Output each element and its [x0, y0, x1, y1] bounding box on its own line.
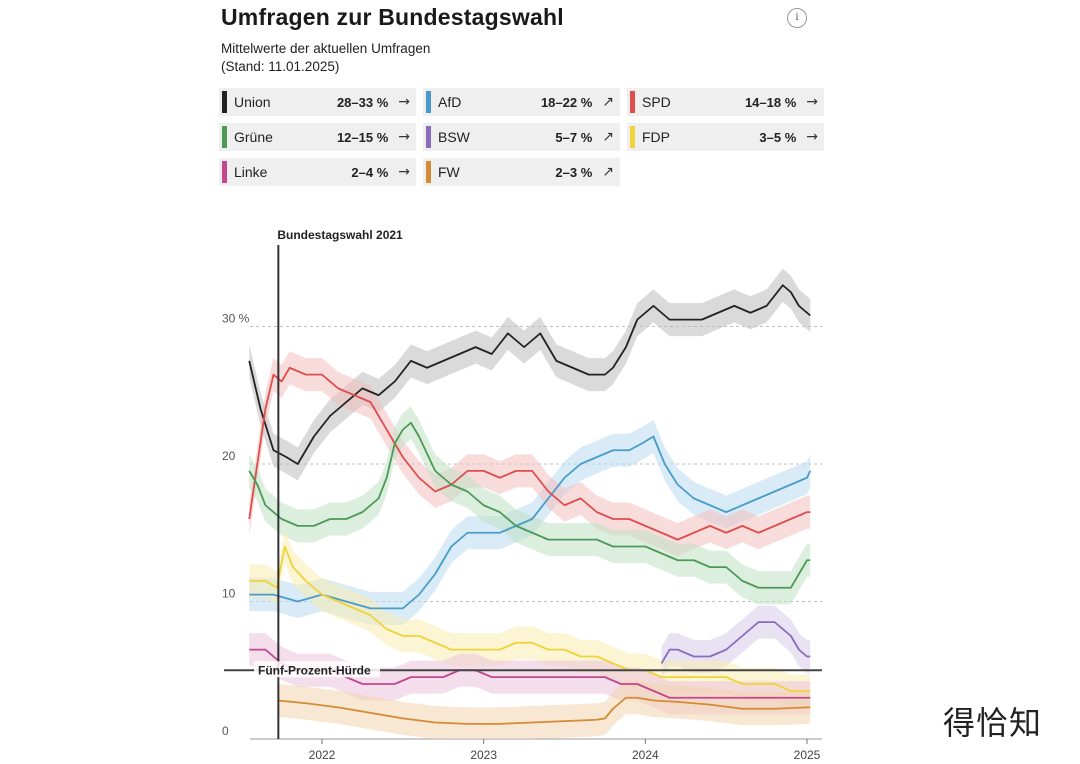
trend-arrow-icon: →: [398, 129, 410, 145]
legend-name: BSW: [438, 129, 470, 145]
chart-title: Umfragen zur Bundestagswahl: [221, 4, 564, 30]
legend-item-spd: SPD 14–18 % →: [627, 88, 824, 116]
legend-item-fdp: FDP 3–5 % →: [627, 123, 824, 151]
subtitle-line-2: (Stand: 11.01.2025): [221, 59, 340, 74]
threshold-label: Fünf-Prozent-Hürde: [258, 663, 371, 677]
legend-swatch-bsw: [426, 126, 431, 148]
x-tick-label: 2022: [309, 748, 336, 762]
legend-name: FW: [438, 164, 460, 180]
legend-name: AfD: [438, 94, 462, 110]
legend-range: 5–7 %: [555, 129, 593, 145]
y-tick-label: 30 %: [222, 312, 250, 326]
chart-subtitle: Mittelwerte der aktuellen Umfragen (Stan…: [221, 40, 430, 76]
legend-swatch-fw: [426, 161, 431, 183]
legend-swatch-union: [222, 91, 227, 113]
legend-range: 2–3 %: [555, 164, 593, 180]
legend-swatch-fdp: [630, 126, 635, 148]
legend-range: 12–15 %: [336, 129, 389, 145]
legend-name: Grüne: [234, 129, 273, 145]
legend-name: SPD: [642, 94, 671, 110]
series-line-grüne: [248, 421, 811, 589]
y-tick-label: 20: [222, 449, 236, 463]
series-line-bsw: [660, 621, 811, 664]
confidence-band-fw: [278, 681, 811, 739]
confidence-band-spd: [249, 351, 811, 557]
trend-arrow-icon: ↗: [602, 129, 614, 145]
legend-item-gruene: Grüne 12–15 % →: [219, 123, 416, 151]
confidence-band-union: [249, 268, 811, 481]
legend: Union 28–33 % → AfD 18–22 % ↗ SPD 14–18 …: [219, 88, 825, 188]
legend-item-afd: AfD 18–22 % ↗: [423, 88, 620, 116]
info-icon[interactable]: i: [787, 8, 807, 28]
legend-item-linke: Linke 2–4 % →: [219, 158, 416, 186]
legend-range: 14–18 %: [744, 94, 797, 110]
legend-name: FDP: [642, 129, 670, 145]
x-tick-label: 2023: [470, 748, 497, 762]
legend-name: Linke: [234, 164, 268, 180]
legend-range: 3–5 %: [759, 129, 797, 145]
trend-arrow-icon: →: [398, 164, 410, 180]
confidence-band-grüne: [249, 406, 811, 605]
trend-arrow-icon: ↗: [602, 94, 614, 110]
y-tick-label: 0: [222, 724, 229, 738]
legend-swatch-afd: [426, 91, 431, 113]
y-tick-label: 10: [222, 587, 236, 601]
election-label: Bundestagswahl 2021: [277, 228, 403, 242]
x-tick-label: 2025: [794, 748, 821, 762]
threshold-label-bg: [254, 661, 380, 678]
trend-arrow-icon: →: [806, 129, 818, 145]
legend-item-bsw: BSW 5–7 % ↗: [423, 123, 620, 151]
legend-range: 18–22 %: [540, 94, 593, 110]
trend-arrow-icon: →: [398, 94, 410, 110]
series-line-fw: [278, 696, 811, 725]
trend-arrow-icon: ↗: [602, 164, 614, 180]
legend-range: 2–4 %: [351, 164, 389, 180]
legend-range: 28–33 %: [336, 94, 389, 110]
series-line-spd: [248, 366, 811, 541]
x-tick-label: 2024: [632, 748, 659, 762]
legend-swatch-linke: [222, 161, 227, 183]
series-line-fdp: [249, 545, 811, 692]
legend-name: Union: [234, 94, 271, 110]
confidence-band-fdp: [249, 530, 811, 708]
watermark: 得恰知: [943, 704, 1043, 742]
legend-item-fw: FW 2–3 % ↗: [423, 158, 620, 186]
series-line-union: [248, 284, 811, 465]
legend-item-union: Union 28–33 % →: [219, 88, 416, 116]
series-line-afd: [249, 435, 812, 610]
subtitle-line-1: Mittelwerte der aktuellen Umfragen: [221, 41, 431, 56]
trend-arrow-icon: →: [806, 94, 818, 110]
legend-swatch-spd: [630, 91, 635, 113]
legend-swatch-gruene: [222, 126, 227, 148]
